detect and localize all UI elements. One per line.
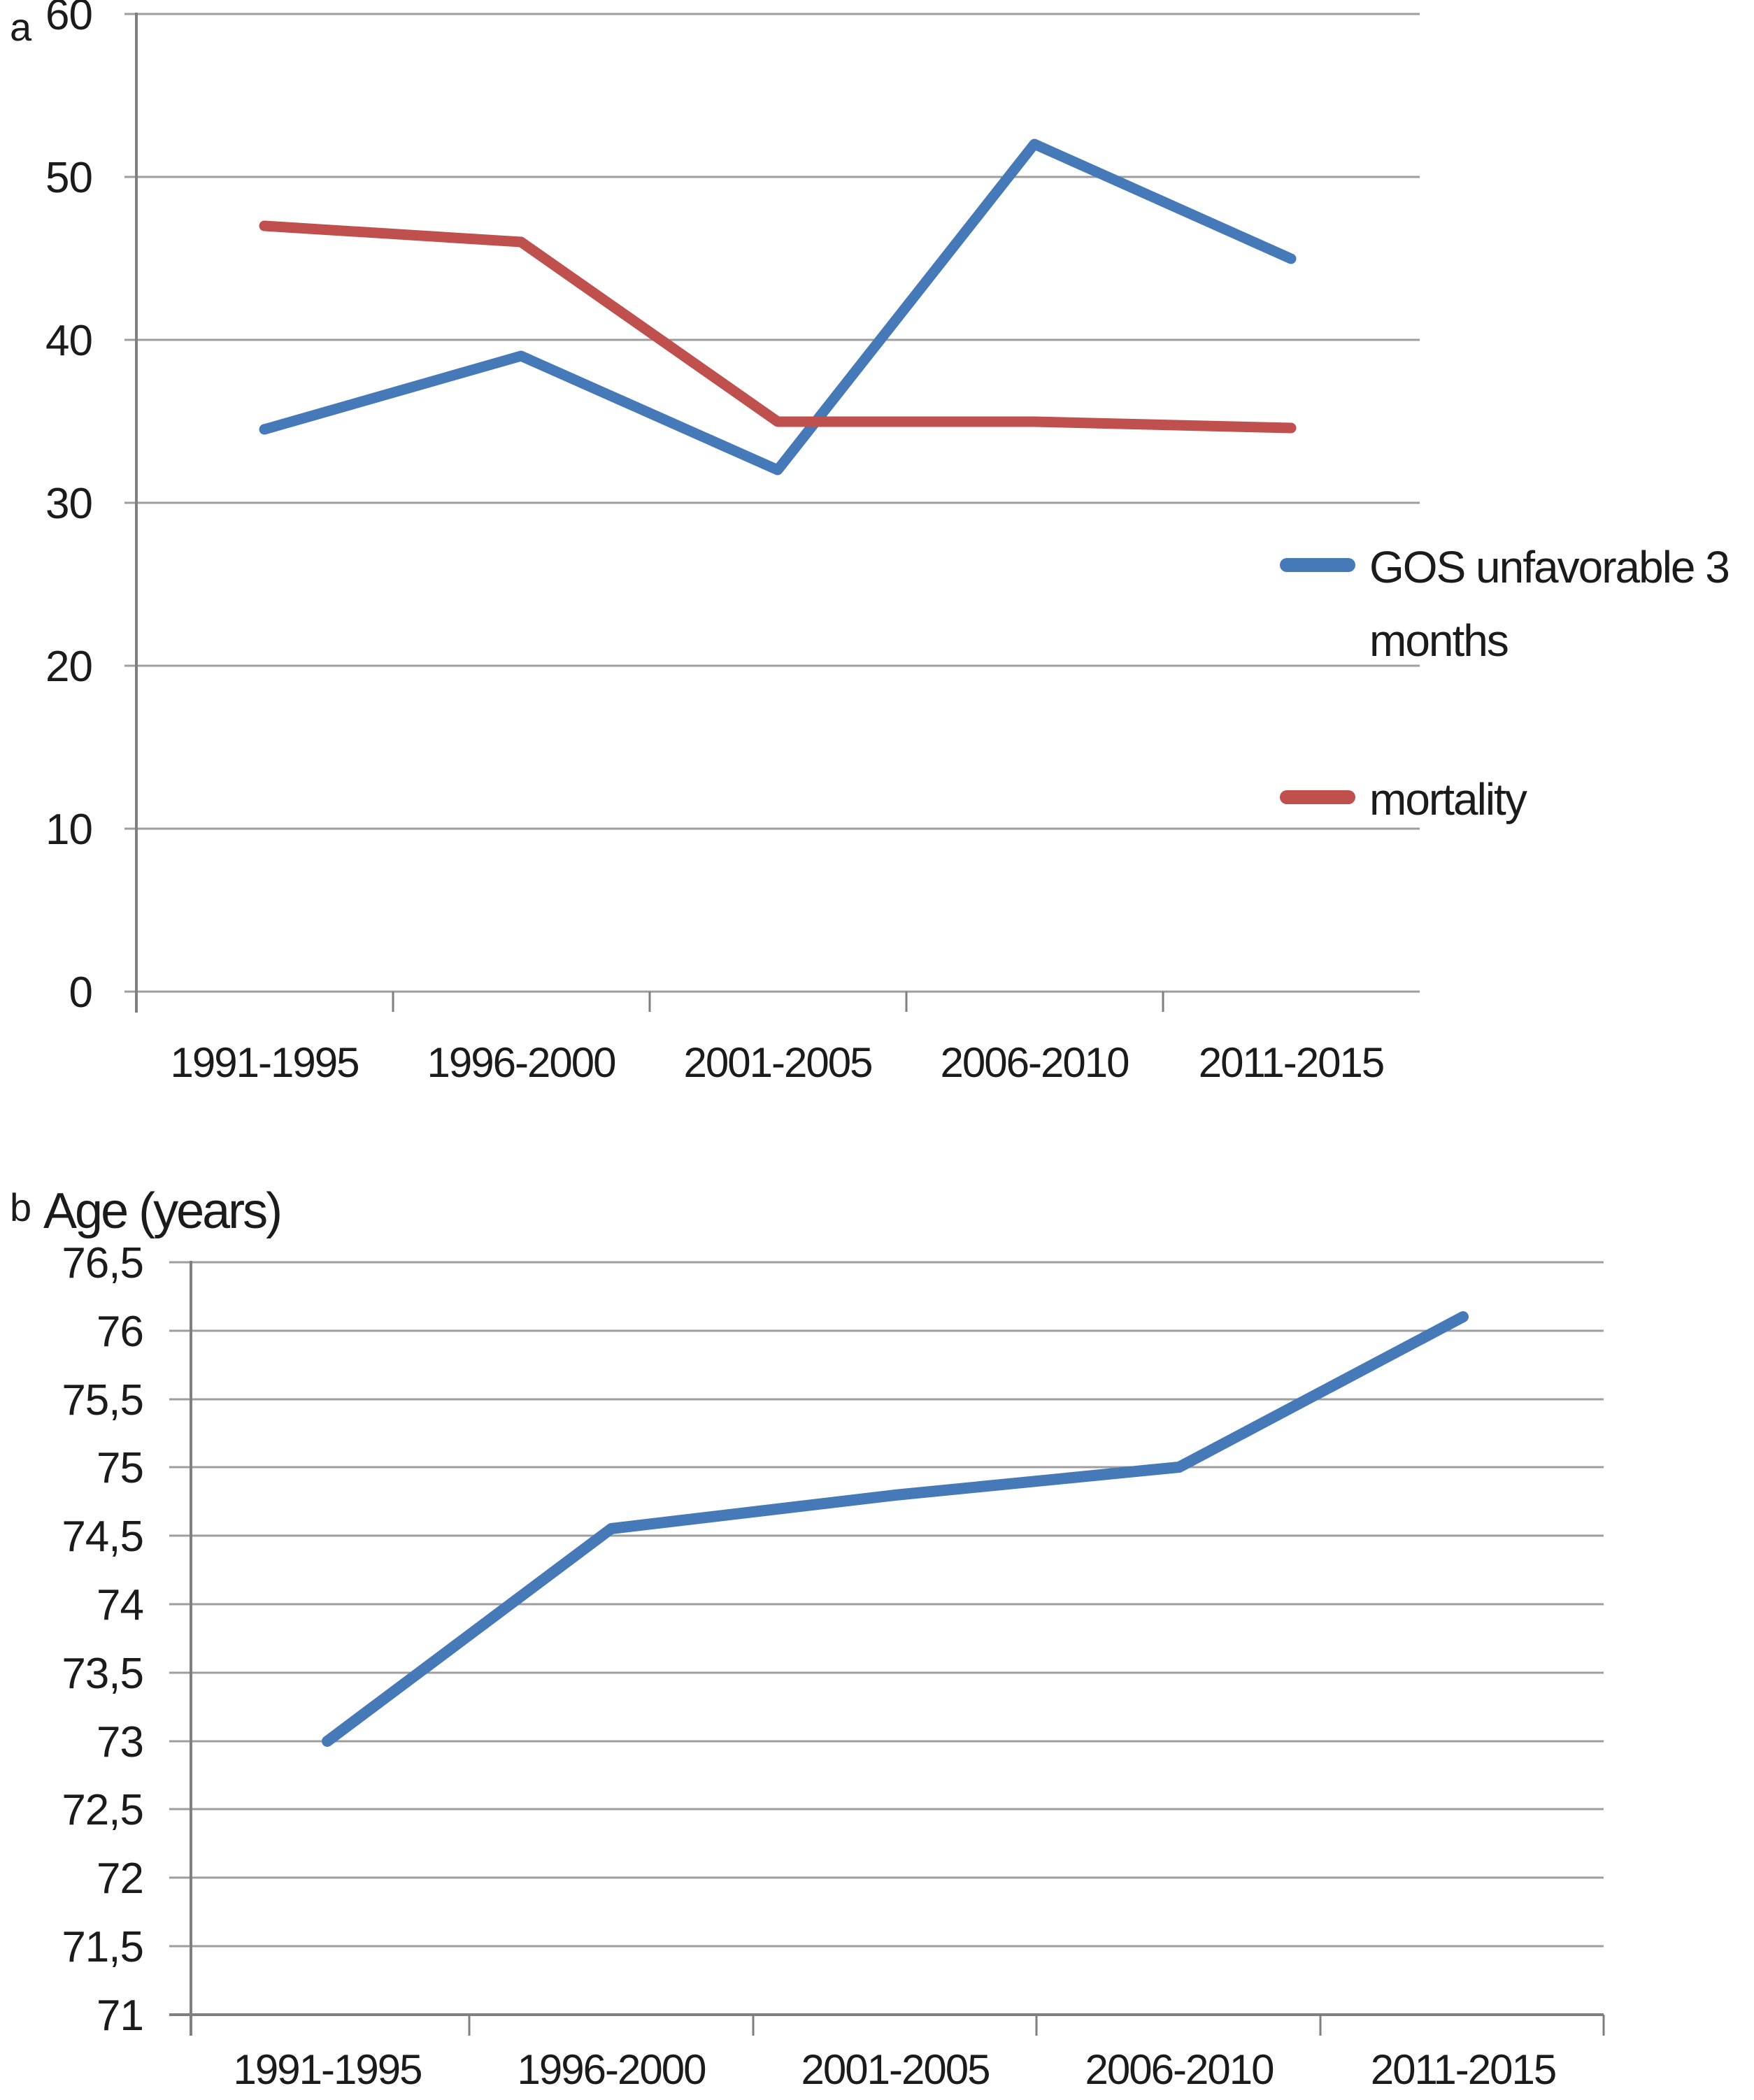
chart-b-plot: 76,5 76 75,5 75 74,5 74 73,5 73 72,5 72 71,5 71 1991… bbox=[62, 1239, 1605, 2093]
x-tick-label: 2011-2015 bbox=[1371, 2046, 1555, 2093]
x-tick-label: 2001-2005 bbox=[801, 2046, 990, 2093]
y-tick-label: 76 bbox=[97, 1308, 143, 1356]
y-tick-label: 72 bbox=[97, 1855, 143, 1903]
y-tick-label: 71 bbox=[97, 1992, 143, 2040]
x-tick-label: 1991-1995 bbox=[234, 2046, 422, 2093]
legend-label-mortality: mortality bbox=[1369, 774, 1527, 824]
legend-label-gos-line2: months bbox=[1369, 615, 1508, 666]
y-tick-label: 20 bbox=[45, 643, 92, 691]
legend-label-gos-line1: GOS unfavorable 3 bbox=[1369, 542, 1729, 592]
series-lines bbox=[259, 138, 1297, 476]
x-tick-labels: 1991-1995 1996-2000 2001-2005 2006-2010 2011… bbox=[171, 1039, 1385, 1086]
series-line-gos-unfavorable-3-months bbox=[259, 138, 1297, 476]
y-tick-labels: 76,5 76 75,5 75 74,5 74 73,5 73 72,5 72 71,5 71 bbox=[62, 1239, 144, 2040]
y-tick-label: 40 bbox=[45, 317, 92, 365]
y-tick-label: 75,5 bbox=[62, 1376, 143, 1424]
x-tick-marks bbox=[468, 2015, 1605, 2036]
x-tick-marks bbox=[392, 992, 1164, 1012]
series-lines bbox=[322, 1311, 1469, 1747]
panel-label-a: a bbox=[10, 5, 32, 49]
x-tick-label: 1991-1995 bbox=[171, 1039, 359, 1086]
chart-b-title: Age (years) bbox=[43, 1183, 280, 1239]
y-tick-label: 74 bbox=[97, 1581, 143, 1629]
y-tick-label: 50 bbox=[45, 154, 92, 202]
y-tick-label: 73 bbox=[97, 1718, 143, 1766]
x-tick-label: 1996-2000 bbox=[518, 2046, 706, 2093]
x-tick-labels: 1991-1995 1996-2000 2001-2005 2006-2010 2011… bbox=[234, 2046, 1557, 2093]
y-tick-label: 71,5 bbox=[62, 1923, 143, 1971]
x-tick-label: 2006-2010 bbox=[1085, 2046, 1274, 2093]
x-tick-label: 2001-2005 bbox=[684, 1039, 872, 1086]
series-line-age-years bbox=[322, 1311, 1469, 1747]
chart-a-plot: 60 50 40 30 20 10 0 1991-1995 1996-2000 2001-2005… bbox=[45, 0, 1420, 1086]
x-tick-label: 1996-2000 bbox=[427, 1039, 616, 1086]
chart-b: b Age (years) 76,5 76 75,5 75 74,5 74 73,5 73 72… bbox=[10, 1183, 1605, 2093]
y-tick-label: 76,5 bbox=[62, 1239, 143, 1287]
chart-a-legend: GOS unfavorable 3 months mortality bbox=[1280, 542, 1730, 824]
y-tick-label: 10 bbox=[45, 806, 92, 854]
y-gridlines bbox=[124, 13, 1420, 993]
y-tick-label: 30 bbox=[45, 480, 92, 528]
y-gridlines bbox=[169, 1261, 1604, 2016]
panel-label-b: b bbox=[10, 1185, 31, 1229]
chart-a: a 60 50 40 30 20 10 0 1991-1995 1996-2000 2001-20… bbox=[10, 0, 1730, 1086]
y-tick-label: 72,5 bbox=[62, 1786, 143, 1834]
y-tick-label: 0 bbox=[69, 969, 92, 1017]
y-tick-label: 73,5 bbox=[62, 1650, 143, 1698]
y-tick-label: 60 bbox=[45, 0, 92, 39]
y-tick-labels: 60 50 40 30 20 10 0 bbox=[45, 0, 93, 1017]
x-tick-label: 2006-2010 bbox=[941, 1039, 1129, 1086]
series-line-mortality bbox=[259, 220, 1297, 434]
y-tick-label: 74,5 bbox=[62, 1513, 143, 1561]
y-tick-label: 75 bbox=[97, 1444, 143, 1492]
x-tick-label: 2011-2015 bbox=[1199, 1039, 1383, 1086]
